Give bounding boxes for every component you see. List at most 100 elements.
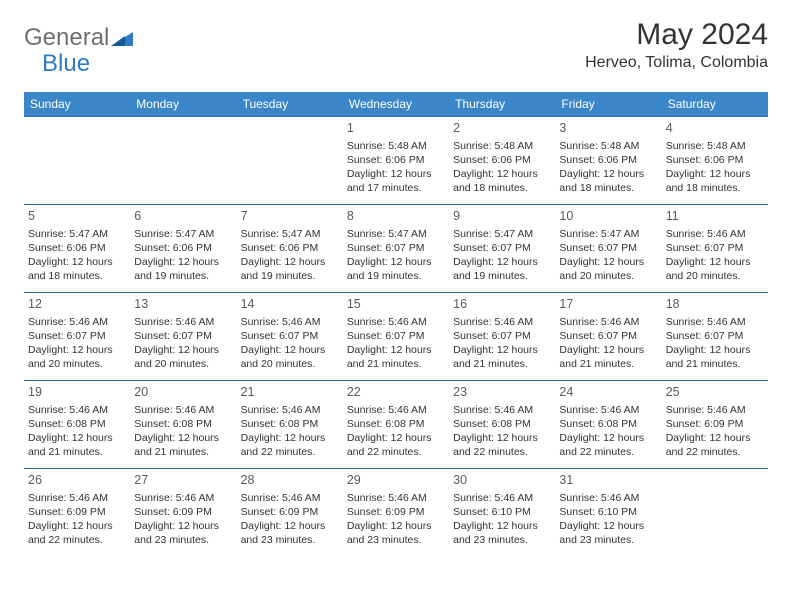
- weekday-header: Saturday: [662, 92, 768, 117]
- day-number: 17: [559, 296, 657, 313]
- sunrise-line: Sunrise: 5:46 AM: [241, 315, 339, 329]
- sunset-line: Sunset: 6:07 PM: [347, 241, 445, 255]
- sunrise-line: Sunrise: 5:46 AM: [453, 491, 551, 505]
- daylight-line: Daylight: 12 hours and 22 minutes.: [28, 519, 126, 547]
- weekday-header: Friday: [555, 92, 661, 117]
- calendar-cell: 21Sunrise: 5:46 AMSunset: 6:08 PMDayligh…: [237, 381, 343, 469]
- day-number: 6: [134, 208, 232, 225]
- sunset-line: Sunset: 6:08 PM: [134, 417, 232, 431]
- sunrise-line: Sunrise: 5:46 AM: [134, 315, 232, 329]
- daylight-line: Daylight: 12 hours and 21 minutes.: [347, 343, 445, 371]
- sunrise-line: Sunrise: 5:48 AM: [666, 139, 764, 153]
- daylight-line: Daylight: 12 hours and 20 minutes.: [241, 343, 339, 371]
- calendar-row: 26Sunrise: 5:46 AMSunset: 6:09 PMDayligh…: [24, 469, 768, 557]
- day-number: 11: [666, 208, 764, 225]
- calendar-row: 1Sunrise: 5:48 AMSunset: 6:06 PMDaylight…: [24, 117, 768, 205]
- day-number: 19: [28, 384, 126, 401]
- daylight-line: Daylight: 12 hours and 23 minutes.: [559, 519, 657, 547]
- sunset-line: Sunset: 6:06 PM: [559, 153, 657, 167]
- sunrise-line: Sunrise: 5:46 AM: [241, 403, 339, 417]
- sunrise-line: Sunrise: 5:47 AM: [453, 227, 551, 241]
- calendar-cell: 24Sunrise: 5:46 AMSunset: 6:08 PMDayligh…: [555, 381, 661, 469]
- calendar-cell: [130, 117, 236, 205]
- sunset-line: Sunset: 6:06 PM: [134, 241, 232, 255]
- sunset-line: Sunset: 6:09 PM: [28, 505, 126, 519]
- calendar-head: SundayMondayTuesdayWednesdayThursdayFrid…: [24, 92, 768, 117]
- sunset-line: Sunset: 6:08 PM: [241, 417, 339, 431]
- calendar-cell: 3Sunrise: 5:48 AMSunset: 6:06 PMDaylight…: [555, 117, 661, 205]
- day-number: 18: [666, 296, 764, 313]
- calendar-row: 12Sunrise: 5:46 AMSunset: 6:07 PMDayligh…: [24, 293, 768, 381]
- title-block: May 2024 Herveo, Tolima, Colombia: [585, 18, 768, 72]
- calendar-cell: 5Sunrise: 5:47 AMSunset: 6:06 PMDaylight…: [24, 205, 130, 293]
- weekday-header: Wednesday: [343, 92, 449, 117]
- calendar-cell: 23Sunrise: 5:46 AMSunset: 6:08 PMDayligh…: [449, 381, 555, 469]
- sunset-line: Sunset: 6:07 PM: [241, 329, 339, 343]
- calendar-cell: 18Sunrise: 5:46 AMSunset: 6:07 PMDayligh…: [662, 293, 768, 381]
- daylight-line: Daylight: 12 hours and 21 minutes.: [28, 431, 126, 459]
- day-number: 3: [559, 120, 657, 137]
- sunset-line: Sunset: 6:07 PM: [453, 329, 551, 343]
- calendar-cell: 7 Sunrise: 5:47 AMSunset: 6:06 PMDaylight…: [237, 205, 343, 293]
- calendar-cell: 9Sunrise: 5:47 AMSunset: 6:07 PMDaylight…: [449, 205, 555, 293]
- daylight-line: Daylight: 12 hours and 20 minutes.: [559, 255, 657, 283]
- sunset-line: Sunset: 6:10 PM: [559, 505, 657, 519]
- calendar-cell: 11Sunrise: 5:46 AMSunset: 6:07 PMDayligh…: [662, 205, 768, 293]
- sunset-line: Sunset: 6:06 PM: [347, 153, 445, 167]
- sunset-line: Sunset: 6:06 PM: [241, 241, 339, 255]
- daylight-line: Daylight: 12 hours and 22 minutes.: [347, 431, 445, 459]
- day-number: 9: [453, 208, 551, 225]
- calendar-table: SundayMondayTuesdayWednesdayThursdayFrid…: [24, 92, 768, 557]
- daylight-line: Daylight: 12 hours and 19 minutes.: [241, 255, 339, 283]
- day-number: 13: [134, 296, 232, 313]
- calendar-cell: 17Sunrise: 5:46 AMSunset: 6:07 PMDayligh…: [555, 293, 661, 381]
- sunrise-line: Sunrise: 5:46 AM: [666, 403, 764, 417]
- sunrise-line: Sunrise: 5:46 AM: [241, 491, 339, 505]
- calendar-cell: 29Sunrise: 5:46 AMSunset: 6:09 PMDayligh…: [343, 469, 449, 557]
- weekday-header: Monday: [130, 92, 236, 117]
- calendar-cell: 25Sunrise: 5:46 AMSunset: 6:09 PMDayligh…: [662, 381, 768, 469]
- sunrise-line: Sunrise: 5:46 AM: [347, 491, 445, 505]
- sunrise-line: Sunrise: 5:46 AM: [453, 315, 551, 329]
- sunrise-line: Sunrise: 5:46 AM: [28, 403, 126, 417]
- sunrise-line: Sunrise: 5:46 AM: [347, 315, 445, 329]
- daylight-line: Daylight: 12 hours and 21 minutes.: [559, 343, 657, 371]
- daylight-line: Daylight: 12 hours and 18 minutes.: [666, 167, 764, 195]
- sunset-line: Sunset: 6:10 PM: [453, 505, 551, 519]
- daylight-line: Daylight: 12 hours and 18 minutes.: [559, 167, 657, 195]
- day-number: 26: [28, 472, 126, 489]
- daylight-line: Daylight: 12 hours and 19 minutes.: [134, 255, 232, 283]
- calendar-cell: 20Sunrise: 5:46 AMSunset: 6:08 PMDayligh…: [130, 381, 236, 469]
- logo-text-blue: Blue: [42, 50, 90, 78]
- sunset-line: Sunset: 6:09 PM: [134, 505, 232, 519]
- calendar-cell: 15Sunrise: 5:46 AMSunset: 6:07 PMDayligh…: [343, 293, 449, 381]
- calendar-cell: 13Sunrise: 5:46 AMSunset: 6:07 PMDayligh…: [130, 293, 236, 381]
- sunset-line: Sunset: 6:06 PM: [28, 241, 126, 255]
- sunset-line: Sunset: 6:09 PM: [241, 505, 339, 519]
- daylight-line: Daylight: 12 hours and 21 minutes.: [666, 343, 764, 371]
- sunset-line: Sunset: 6:07 PM: [559, 241, 657, 255]
- day-number: 7: [241, 208, 339, 225]
- day-number: 8: [347, 208, 445, 225]
- weekday-header: Thursday: [449, 92, 555, 117]
- sunset-line: Sunset: 6:07 PM: [453, 241, 551, 255]
- calendar-cell: 2Sunrise: 5:48 AMSunset: 6:06 PMDaylight…: [449, 117, 555, 205]
- sunrise-line: Sunrise: 5:47 AM: [241, 227, 339, 241]
- sunset-line: Sunset: 6:07 PM: [559, 329, 657, 343]
- location: Herveo, Tolima, Colombia: [585, 54, 768, 72]
- sunrise-line: Sunrise: 5:47 AM: [559, 227, 657, 241]
- sunrise-line: Sunrise: 5:46 AM: [134, 491, 232, 505]
- logo-triangle-icon: [111, 30, 133, 46]
- sunrise-line: Sunrise: 5:47 AM: [347, 227, 445, 241]
- daylight-line: Daylight: 12 hours and 22 minutes.: [453, 431, 551, 459]
- calendar-cell: 14Sunrise: 5:46 AMSunset: 6:07 PMDayligh…: [237, 293, 343, 381]
- sunrise-line: Sunrise: 5:47 AM: [28, 227, 126, 241]
- sunset-line: Sunset: 6:06 PM: [666, 153, 764, 167]
- calendar-cell: 6Sunrise: 5:47 AMSunset: 6:06 PMDaylight…: [130, 205, 236, 293]
- day-number: 10: [559, 208, 657, 225]
- day-number: 16: [453, 296, 551, 313]
- calendar-cell: [662, 469, 768, 557]
- day-number: 12: [28, 296, 126, 313]
- sunset-line: Sunset: 6:08 PM: [28, 417, 126, 431]
- calendar-cell: [24, 117, 130, 205]
